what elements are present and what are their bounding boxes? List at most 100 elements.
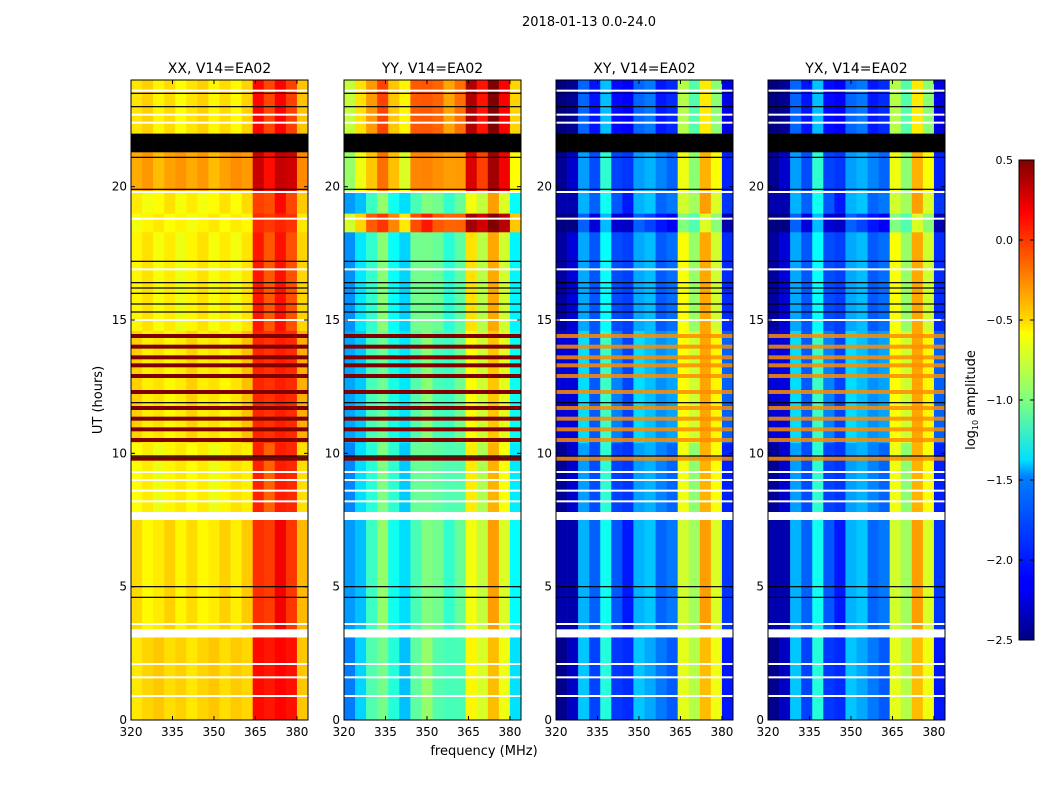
heatmap-cell [263,213,276,233]
flagged-row-black [556,402,733,404]
y-tick-label: 20 [112,180,127,194]
heatmap-cell [388,330,400,443]
heatmap-cell [344,520,356,630]
heatmap-cell [219,330,231,443]
heatmap-cell [911,637,924,721]
heatmap-cell [465,152,478,193]
heatmap-cell [131,192,143,214]
heatmap-cell [834,520,846,630]
flagged-row [768,89,945,92]
panel-yy: YY, V14=EA02 320 335 350 365 380 0 5 10 15 20 [325,61,522,739]
flagged-row [344,479,521,481]
heatmap-cell [252,232,265,331]
heatmap-cell [344,133,356,153]
heatmap-cell [779,192,791,214]
heatmap-cell [142,442,154,513]
heatmap-cell [285,133,298,153]
heatmap-cell [186,442,198,513]
heatmap-cell [498,213,511,233]
flagged-row [768,663,945,665]
colorbar-tick-label: 0.0 [996,234,1014,247]
flagged-row [768,471,945,473]
rfi-row [768,355,945,360]
rfi-row [131,390,308,394]
heatmap-cell [142,232,154,331]
heatmap-cell [779,152,791,193]
y-tick-label: 15 [325,313,340,327]
flagged-row [131,663,308,665]
y-tick-label: 0 [756,713,764,727]
flagged-row [556,217,733,220]
heatmap-cell [710,232,723,331]
heatmap-cell [509,442,522,513]
flagged-row-black [556,260,733,262]
heatmap-cell [834,192,846,214]
heatmap-cell [699,330,712,443]
heatmap-cell [421,520,433,630]
flagged-row-black [556,106,733,108]
figure-suptitle: 2018-01-13 0.0-24.0 [522,15,656,30]
colorbar-label: log10 amplitude [964,350,980,450]
heatmap-cell [655,520,667,630]
heatmap-cell [666,152,678,193]
rfi-row [768,344,945,349]
heatmap-cell [889,637,902,721]
heatmap-cell [377,152,389,193]
heatmap-cell [274,232,287,331]
y-tick-label: 5 [332,580,340,594]
heatmap-cell [801,152,813,193]
flagged-row [556,191,733,193]
heatmap-cell [622,133,634,153]
heatmap-cell [252,330,265,443]
heatmap-cell [878,152,890,193]
heatmap-cell [845,152,857,193]
heatmap-cell [131,232,143,331]
heatmap-cell [263,133,276,153]
heatmap-cell [779,330,791,443]
heatmap-cell [388,213,400,233]
rfi-row [131,416,308,421]
heatmap-cell [856,213,868,233]
heatmap-cell [263,330,276,443]
heatmap-cell [252,152,265,193]
flagged-row [344,121,521,124]
heatmap-cell [399,152,411,193]
heatmap-cell [845,232,857,331]
heatmap-cell [476,152,489,193]
heatmap-cell [611,330,623,443]
heatmap-cell [252,637,265,721]
heatmap-cell [142,192,154,214]
heatmap-cell [274,520,287,630]
flagged-row [768,479,945,481]
heatmap-cell [922,213,935,233]
heatmap-cell [410,520,422,630]
flagged-gap [556,629,733,638]
heatmap-cell [878,442,890,513]
heatmap-cell [790,152,802,193]
heatmap-cell [567,330,579,443]
heatmap-cell [589,152,601,193]
heatmap-cell [900,192,913,214]
flagged-row-black [768,92,945,94]
rfi-row [556,344,733,349]
flagged-row-black [768,311,945,313]
heatmap-cell [175,152,187,193]
heatmap-cell [388,192,400,214]
rfi-row [768,416,945,421]
heatmap-cell [285,637,298,721]
heatmap-cell [274,637,287,721]
heatmap-cell [263,192,276,214]
heatmap-cell [432,520,444,630]
flagged-row [131,113,308,116]
heatmap-cell [845,330,857,443]
heatmap-cell [219,637,231,721]
heatmap-cell [710,637,723,721]
flagged-row [556,121,733,124]
heatmap-cell [633,330,645,443]
heatmap-cell [845,213,857,233]
heatmap-cell [197,442,209,513]
panel-xy: XY, V14=EA02 320 335 350 365 380 0 5 10 15 20 [537,61,734,739]
heatmap-cell [164,192,176,214]
heatmap-cell [377,442,389,513]
heatmap-cell [922,637,935,721]
